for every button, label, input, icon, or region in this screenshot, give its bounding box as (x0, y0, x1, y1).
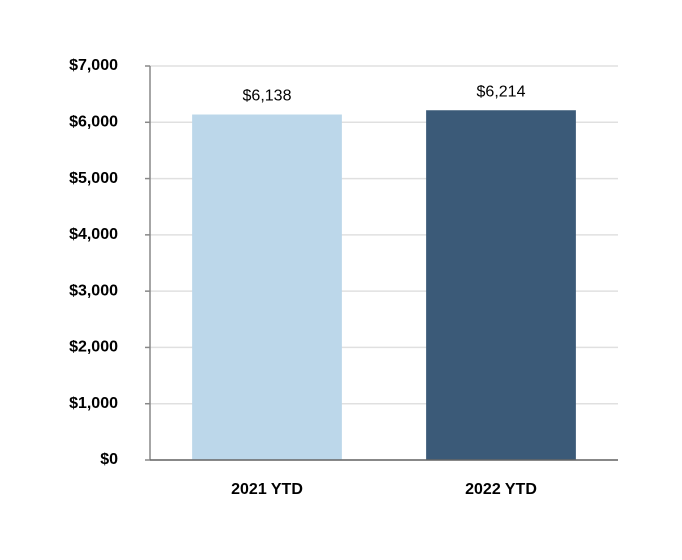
x-tick-label: 2021 YTD (231, 481, 303, 498)
y-tick-label: $2,000 (69, 339, 118, 356)
y-tick-label: $4,000 (69, 226, 118, 243)
value-label: $6,214 (477, 83, 526, 100)
y-tick-label: $6,000 (69, 114, 118, 131)
x-tick-label: 2022 YTD (465, 481, 537, 498)
y-tick-label: $0 (100, 451, 118, 468)
value-label: $6,138 (243, 88, 292, 105)
bar (192, 114, 342, 461)
y-tick-label: $5,000 (69, 170, 118, 187)
y-tick-label: $7,000 (69, 57, 118, 74)
y-tick-label: $1,000 (69, 395, 118, 412)
y-tick-label: $3,000 (69, 282, 118, 299)
bar (426, 110, 576, 460)
